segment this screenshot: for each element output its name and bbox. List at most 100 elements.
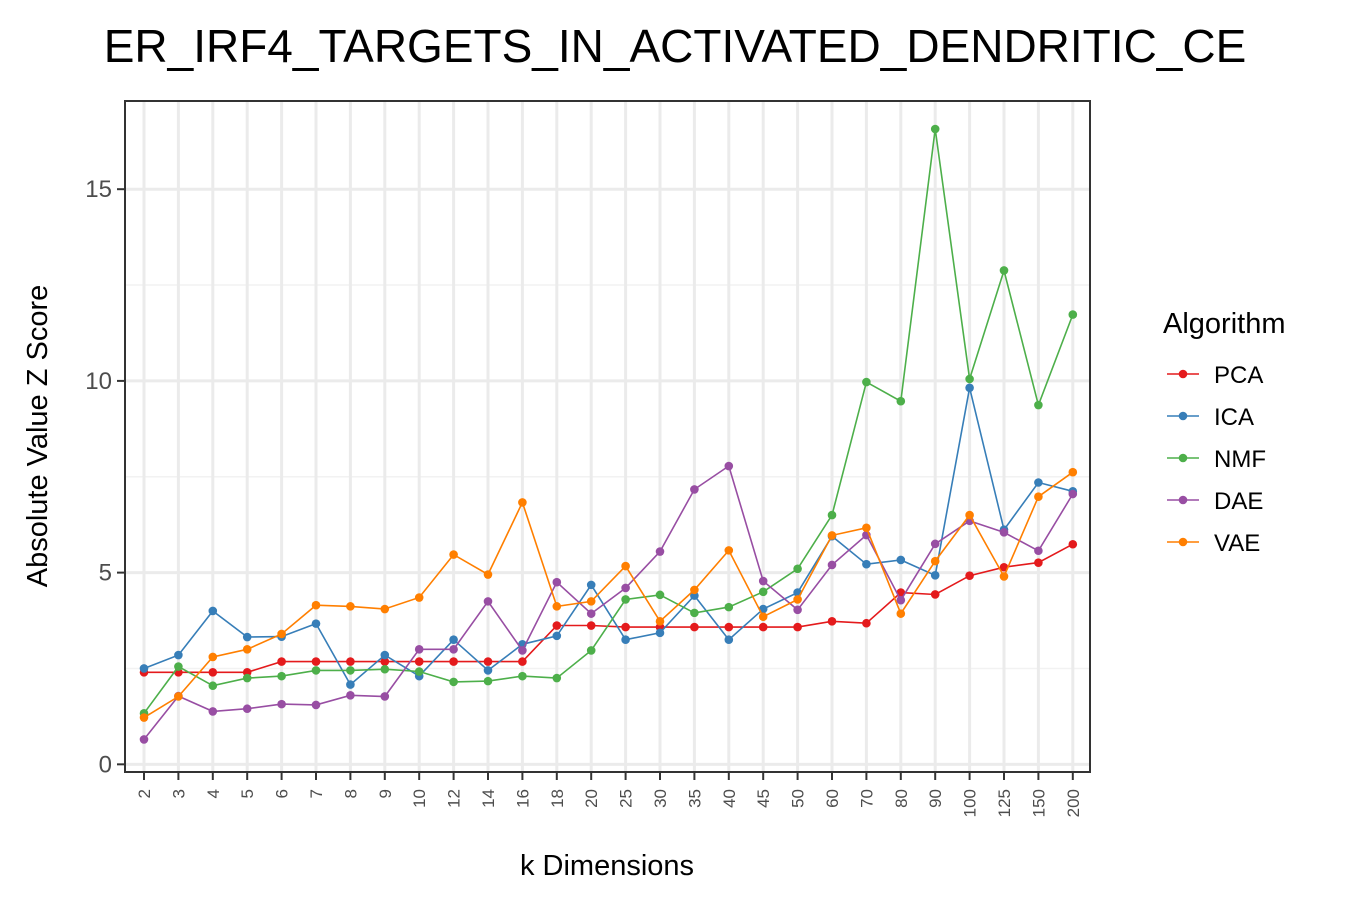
x-tick-label: 70 (857, 789, 876, 808)
legend-key-point (1178, 369, 1188, 379)
data-point-vae (380, 604, 390, 614)
data-point-nmf (724, 602, 734, 612)
data-point-pca (311, 657, 321, 666)
data-point-vae (277, 629, 286, 639)
legend-key-point (1178, 537, 1188, 547)
data-point-ica (449, 635, 458, 645)
data-point-nmf (518, 671, 527, 681)
data-point-ica (242, 632, 252, 642)
data-point-pca (793, 622, 802, 632)
data-point-vae (930, 556, 940, 566)
data-point-dae (380, 692, 390, 701)
series-line-dae (143, 464, 1074, 740)
grid (125, 101, 1090, 772)
legend-label: PCA (1214, 362, 1263, 389)
legend-key-point (1178, 453, 1188, 463)
data-point-ica (586, 580, 596, 590)
data-point-vae (414, 593, 424, 602)
data-point-pca (862, 618, 871, 628)
data-point-vae (690, 585, 699, 595)
data-point-nmf (896, 396, 906, 406)
data-point-ica (208, 606, 218, 616)
data-point-pca (621, 622, 630, 632)
data-point-vae (1068, 467, 1078, 477)
data-point-vae (999, 572, 1009, 581)
data-point-vae (1034, 492, 1043, 501)
data-point-dae (277, 699, 286, 709)
legend-label: VAE (1214, 530, 1260, 557)
data-point-nmf (449, 677, 458, 687)
data-point-dae (655, 547, 665, 556)
data-point-dae (483, 597, 493, 606)
x-tick-label: 4 (204, 789, 223, 798)
data-point-ica (380, 650, 390, 660)
x-tick-label: 10 (410, 789, 429, 808)
data-point-vae (174, 692, 183, 701)
data-point-vae (311, 600, 321, 610)
legend-items: PCA ICA NMF DAE VAE (1167, 362, 1266, 557)
data-point-vae (483, 570, 493, 579)
data-point-dae (242, 704, 252, 714)
data-point-ica (896, 555, 906, 565)
data-point-pca (1068, 539, 1078, 549)
data-point-ica (174, 650, 183, 660)
data-point-dae (518, 646, 527, 655)
y-tick-label: 10 (85, 368, 112, 395)
data-point-ica (862, 559, 871, 569)
data-point-pca (277, 657, 286, 666)
data-point-ica (346, 680, 355, 689)
series-nmf (139, 124, 1078, 718)
data-point-dae (449, 645, 458, 654)
data-point-pca (518, 657, 527, 666)
data-point-pca (690, 622, 699, 632)
data-point-pca (449, 657, 458, 666)
x-tick-label: 16 (513, 789, 532, 808)
data-point-vae (965, 510, 974, 520)
data-point-nmf (1068, 310, 1078, 319)
series-line-vae (143, 471, 1074, 719)
data-point-ica (139, 664, 149, 673)
data-point-ica (724, 635, 734, 645)
data-point-pca (965, 571, 974, 580)
data-point-ica (930, 571, 940, 580)
x-tick-label: 80 (892, 789, 911, 808)
x-tick-label: 7 (307, 789, 326, 798)
data-point-vae (793, 595, 802, 604)
data-point-vae (346, 602, 355, 611)
x-tick-label: 30 (651, 789, 670, 808)
legend-label: NMF (1214, 446, 1266, 473)
data-point-pca (552, 621, 562, 630)
x-tick-label: 150 (1029, 789, 1048, 817)
x-tick-label: 2 (135, 789, 154, 798)
data-point-dae (930, 539, 940, 549)
data-point-dae (724, 461, 734, 471)
data-point-dae (827, 560, 837, 570)
data-point-vae (758, 612, 768, 622)
legend-item-pca: PCA (1167, 362, 1263, 389)
data-point-pca (827, 617, 837, 626)
data-point-vae (862, 523, 871, 533)
data-point-dae (311, 700, 321, 710)
data-point-nmf (655, 590, 665, 600)
data-point-nmf (414, 667, 424, 676)
data-point-pca (758, 622, 768, 632)
data-point-vae (827, 531, 837, 540)
x-tick-label: 200 (1064, 789, 1083, 817)
data-point-vae (655, 617, 665, 626)
data-point-nmf (586, 646, 596, 655)
data-point-nmf (793, 564, 802, 574)
data-point-pca (1034, 558, 1043, 567)
data-point-nmf (346, 666, 355, 675)
data-point-nmf (380, 664, 390, 674)
data-point-ica (965, 383, 974, 393)
chart-title: ER_IRF4_TARGETS_IN_ACTIVATED_DENDRITIC_C… (104, 20, 1247, 72)
data-point-nmf (208, 681, 218, 691)
data-point-dae (346, 691, 355, 700)
x-tick-label: 14 (479, 789, 498, 808)
legend-label: ICA (1214, 404, 1254, 431)
legend-item-ica: ICA (1167, 404, 1254, 431)
x-tick-label: 125 (995, 789, 1014, 817)
x-tick-label: 6 (273, 789, 292, 798)
